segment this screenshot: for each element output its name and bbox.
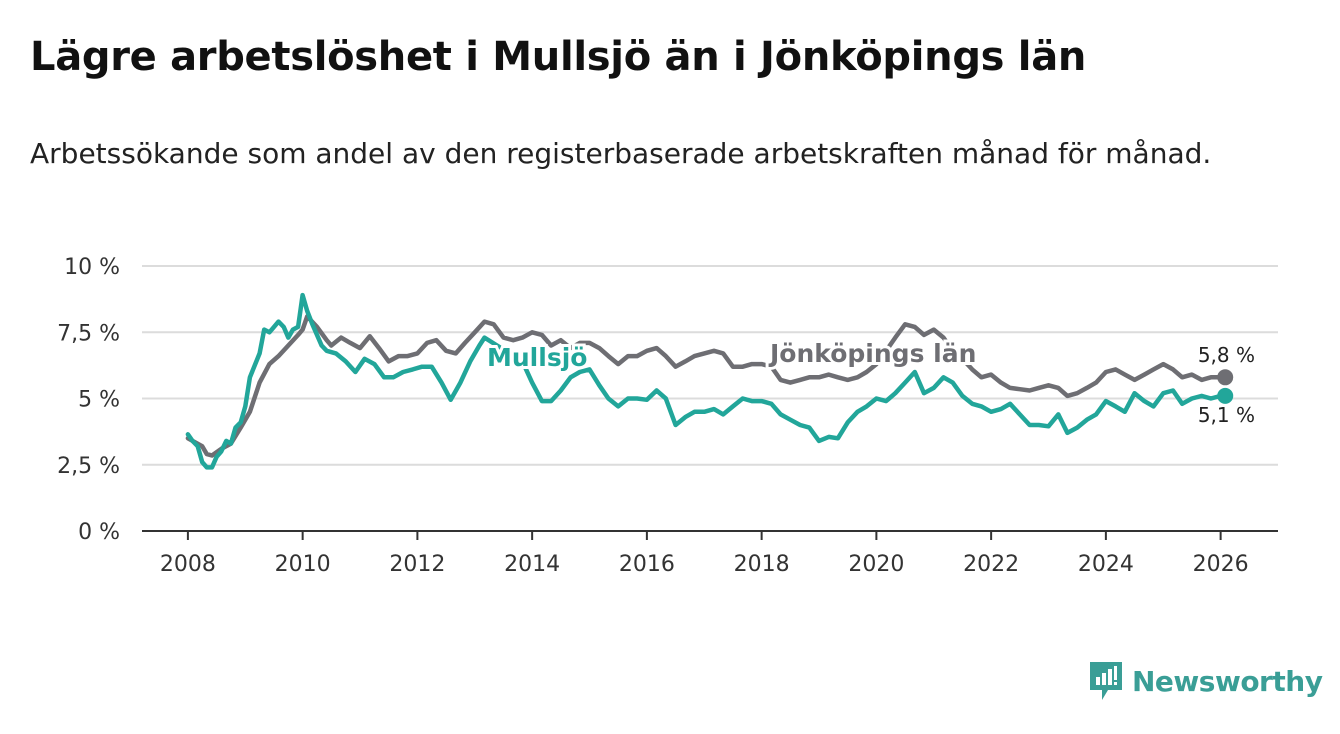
y-tick-label: 2,5 % [57, 454, 120, 479]
x-tick-label: 2016 [619, 552, 675, 577]
x-tick-label: 2024 [1078, 552, 1134, 577]
series-labels: Jönköpings län Mullsjö 5,8 % 5,1 % [484, 336, 1258, 430]
y-tick-label: 7,5 % [57, 321, 120, 346]
x-tick-label: 2010 [275, 552, 331, 577]
x-tick-label: 2026 [1193, 552, 1249, 577]
chart-title: Lägre arbetslöshet i Mullsjö än i Jönköp… [30, 34, 1087, 80]
end-value-label-jonkopings-lan: 5,8 % [1198, 343, 1255, 367]
series-line-jonkopings-lan [185, 314, 1228, 458]
chart-subtitle: Arbetssökande som andel av den registerb… [30, 137, 1212, 170]
y-tick-label: 10 % [64, 255, 120, 280]
x-tick-label: 2022 [963, 552, 1019, 577]
x-tick-label: 2012 [389, 552, 445, 577]
brand-name: Newsworthy [1132, 664, 1323, 698]
y-axis: 0 % 2,5 % 5 % 7,5 % 10 % [57, 255, 120, 545]
y-tick-label: 5 % [78, 388, 120, 413]
end-value-label-mullsjo: 5,1 % [1198, 403, 1255, 427]
series-label-mullsjo: Mullsjö [487, 343, 587, 372]
series-line-mullsjo [185, 292, 1228, 470]
end-point-jonkopings-lan [1217, 369, 1234, 386]
series-layer [185, 292, 1234, 470]
newsworthy-logo-icon [1090, 662, 1122, 700]
y-tick-label: 0 % [78, 520, 120, 545]
grid [142, 265, 1278, 532]
series-label-jonkopings-lan: Jönköpings län [768, 339, 976, 368]
x-tick-label: 2008 [160, 552, 216, 577]
x-tick-label: 2020 [848, 552, 904, 577]
x-tick-label: 2014 [504, 552, 560, 577]
x-axis: 2008 2010 2012 2014 2016 2018 2020 2022 2024 2026 [160, 531, 1249, 577]
x-tick-label: 2018 [734, 552, 790, 577]
newsworthy-logo: Newsworthy [1088, 660, 1323, 702]
end-point-mullsjo [1217, 387, 1234, 404]
